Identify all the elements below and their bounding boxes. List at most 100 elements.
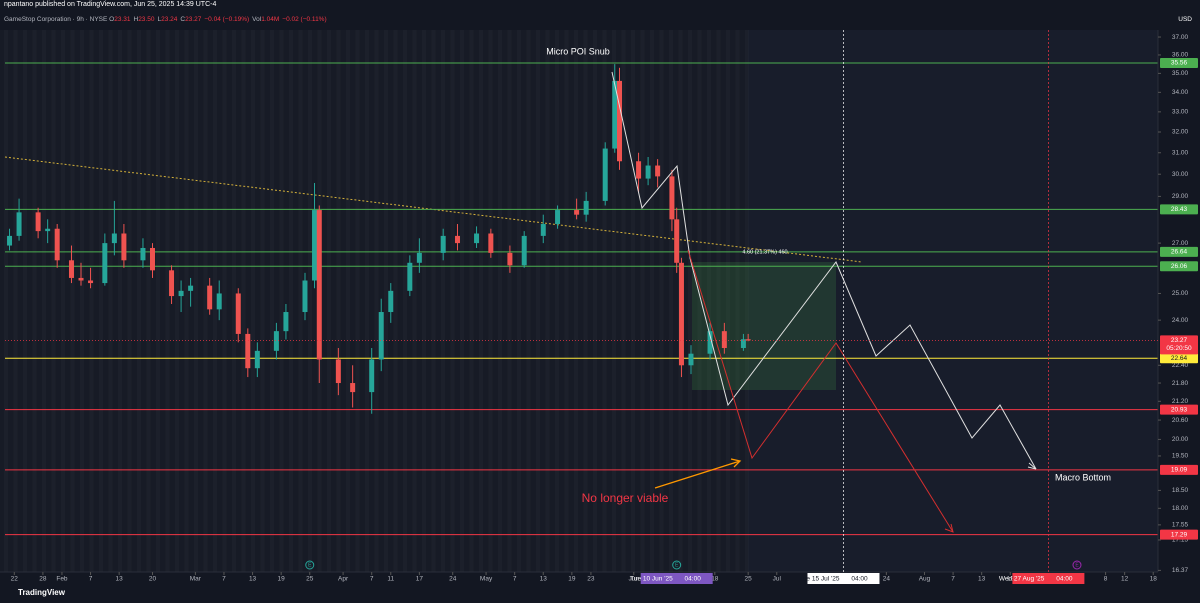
event-marker — [305, 560, 315, 570]
stripe — [565, 30, 569, 572]
level-label: 26.06 — [1171, 263, 1188, 270]
candle-body — [521, 235, 527, 266]
candle-body — [669, 176, 675, 220]
stripe — [527, 30, 531, 572]
x-tick-label: Apr — [338, 576, 349, 583]
date-box — [1012, 573, 1085, 584]
stripe — [42, 30, 46, 572]
stripe — [213, 30, 217, 572]
level-box — [1160, 57, 1198, 68]
event-marker — [1072, 560, 1082, 570]
y-tick-label: 19.50 — [1172, 453, 1189, 460]
candle-body — [721, 331, 727, 348]
candle-body — [273, 331, 279, 351]
stripe — [232, 30, 236, 572]
stripe — [14, 30, 18, 572]
level-box — [1160, 464, 1198, 475]
publish-line: npantano published on TradingView.com, J… — [4, 1, 217, 8]
candle-body — [540, 224, 546, 236]
symbol-legend: GameStop Corporation · 9h · NYSE O23.31 H… — [4, 16, 330, 23]
legend-item: C — [180, 16, 186, 23]
candle-body — [45, 228, 51, 232]
x-tick-label: 13 — [540, 576, 548, 583]
candle-body — [312, 210, 318, 281]
stripe — [289, 30, 293, 572]
candles — [7, 64, 751, 414]
stripe — [555, 30, 559, 572]
stripe — [498, 30, 502, 572]
x-tick-label: 7 — [951, 576, 955, 583]
position-label: 4.60 (21.37%) 460 — [742, 249, 787, 255]
y-tick-label: 18.50 — [1172, 487, 1189, 494]
level-label: 17.29 — [1171, 531, 1188, 538]
candle-body — [612, 80, 618, 149]
y-tick-label: 17.15 — [1172, 537, 1189, 544]
stripe — [137, 30, 141, 572]
candle-body — [655, 165, 661, 177]
y-tick-label: 30.00 — [1172, 171, 1189, 178]
annotation: No longer viable — [582, 491, 669, 505]
candle-body — [507, 252, 513, 266]
candle-body — [88, 280, 94, 284]
level-box — [1160, 261, 1198, 272]
candle-body — [350, 383, 356, 393]
candle-body — [316, 210, 322, 360]
arrow-head — [944, 523, 954, 533]
annotation: Macro Bottom — [1055, 472, 1111, 482]
x-tick-label: 22 — [11, 576, 19, 583]
event-label: E — [308, 562, 312, 568]
stripe — [432, 30, 436, 572]
stripe — [346, 30, 350, 572]
date-time: 04:00 — [685, 576, 702, 583]
y-tick-label: 20.60 — [1172, 417, 1189, 424]
brand: TradingView — [18, 588, 65, 597]
stripe — [185, 30, 189, 572]
level-label: 35.56 — [1171, 60, 1188, 67]
date-time: 04:00 — [851, 576, 868, 583]
stripe — [194, 30, 198, 572]
stripe — [470, 30, 474, 572]
currency: USD — [1178, 16, 1192, 23]
arrow-head — [730, 458, 742, 468]
arrow — [654, 460, 741, 489]
stripe — [80, 30, 84, 572]
y-tick-label: 29.00 — [1172, 193, 1189, 200]
stripe — [669, 30, 673, 572]
y-tick-label: 24.00 — [1172, 317, 1189, 324]
candle-body — [16, 212, 22, 236]
candle-body — [302, 280, 308, 313]
position-box — [692, 262, 836, 390]
y-tick-label: 20.00 — [1172, 436, 1189, 443]
legend-item: 23.31 — [114, 16, 131, 23]
stripe — [242, 30, 246, 572]
level-label: 26.64 — [1171, 249, 1188, 256]
x-tick-label: 7 — [89, 576, 93, 583]
candle-body — [474, 233, 480, 244]
stripe — [508, 30, 512, 572]
date-label: Tue 10 Jun '25 — [630, 576, 673, 583]
level-label: 20.93 — [1171, 406, 1188, 413]
stripe — [156, 30, 160, 572]
candle-body — [140, 247, 146, 261]
legend-item: GameStop Corporation · 9h · NYSE — [4, 16, 108, 23]
x-tick-label: 25 — [306, 576, 314, 583]
stripe — [479, 30, 483, 572]
candle-body — [407, 262, 413, 291]
stripe — [166, 30, 170, 572]
x-tick-label: 7 — [370, 576, 374, 583]
stripe — [517, 30, 521, 572]
countdown: 05:20:50 — [1166, 345, 1192, 352]
x-tick-label: 19 — [1007, 576, 1015, 583]
legend-item: O — [109, 16, 115, 23]
candle-body — [678, 262, 684, 366]
history-bg — [0, 30, 748, 572]
candle-body — [335, 359, 341, 384]
candle-body — [707, 331, 713, 354]
stripe — [4, 30, 8, 572]
candle-body — [149, 247, 155, 271]
stripe — [52, 30, 56, 572]
stripe — [356, 30, 360, 572]
legend-item: 23.24 — [161, 16, 178, 23]
legend-item: −0.02 (−0.11%) — [282, 16, 327, 23]
